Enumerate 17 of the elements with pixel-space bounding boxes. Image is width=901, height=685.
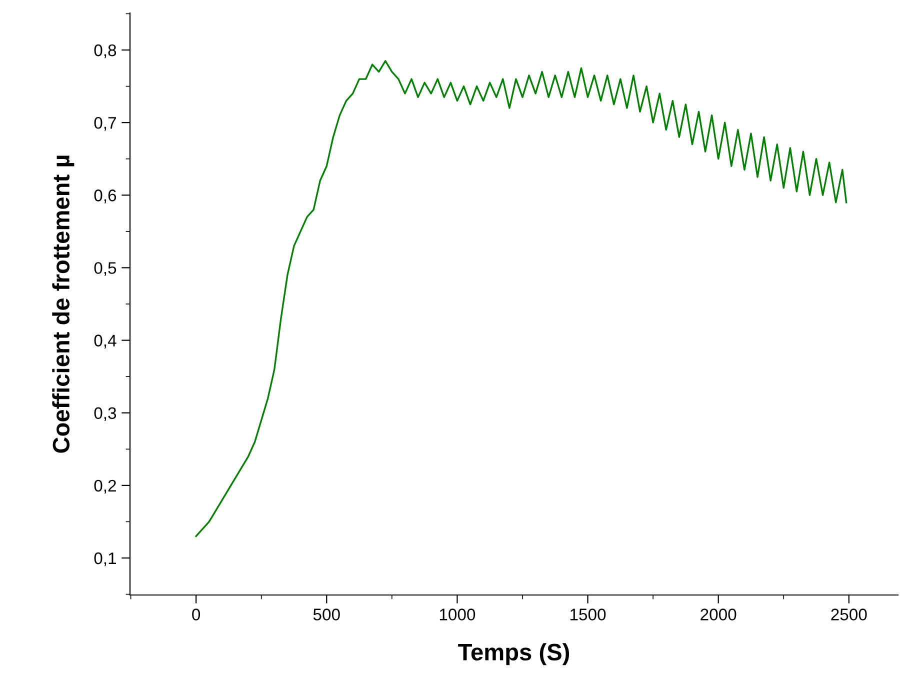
y-tick-label: 0,1: [94, 552, 116, 566]
y-tick-label: 0,7: [94, 116, 116, 131]
y-tick-label: 0,5: [94, 262, 116, 276]
y-tick-label: 0,4: [94, 334, 116, 348]
y-tick-label: 0,8: [94, 44, 116, 58]
x-tick-label: 1000: [440, 608, 476, 620]
x-tick-label: 1500: [570, 608, 606, 620]
x-tick-label: 500: [313, 608, 340, 620]
y-tick-label: 0,3: [94, 407, 116, 422]
x-tick-label: 0: [192, 608, 200, 620]
x-tick-label: 2500: [831, 608, 867, 620]
y-tick-label: 0,2: [94, 480, 116, 494]
x-axis-title: Temps (S): [458, 643, 570, 666]
y-axis-title: Coefficient de frottement µ: [52, 156, 74, 453]
y-tick-label: 0,6: [94, 190, 116, 204]
line-series: [195, 60, 848, 538]
x-tick-label: 2000: [700, 608, 736, 620]
